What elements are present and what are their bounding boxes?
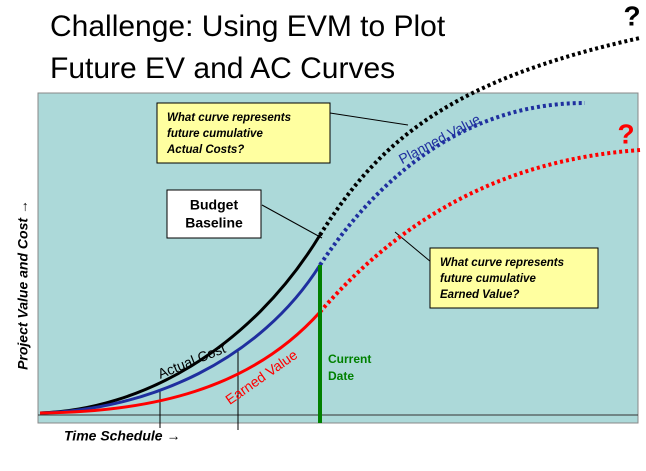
title-line: Challenge: Using EVM to Plot — [50, 10, 446, 43]
leader-line — [261, 204, 323, 239]
callout-box — [429, 247, 599, 309]
callout-text: Earned Value? — [440, 289, 519, 301]
actual-cost-forecast — [318, 36, 641, 237]
current-date-label: Current — [328, 352, 371, 366]
question-mark: ? — [623, 0, 640, 31]
y-axis-label: Project Value and Cost → — [15, 200, 31, 370]
current-date-label: Date — [328, 369, 354, 383]
callout-text: Actual Costs? — [166, 144, 244, 156]
callout-text: future cumulative — [440, 273, 536, 285]
callout-text: Budget — [190, 197, 239, 213]
earned-value-forecast — [318, 148, 641, 314]
callout-box — [156, 102, 331, 164]
planned-value-forecast — [318, 101, 586, 267]
callout-text: future cumulative — [167, 128, 263, 140]
callout-box — [166, 189, 262, 239]
earned-value-curve — [39, 310, 322, 415]
callout-text: Baseline — [185, 215, 243, 231]
callout-text: What curve represents — [440, 257, 564, 269]
leader-line — [329, 112, 409, 126]
planned-value-curve — [39, 264, 322, 415]
question-mark: ? — [617, 118, 634, 149]
title-line: Future EV and AC Curves — [50, 52, 395, 85]
x-axis-label: Time Schedule → — [64, 428, 180, 444]
callout-text: What curve represents — [167, 112, 291, 124]
